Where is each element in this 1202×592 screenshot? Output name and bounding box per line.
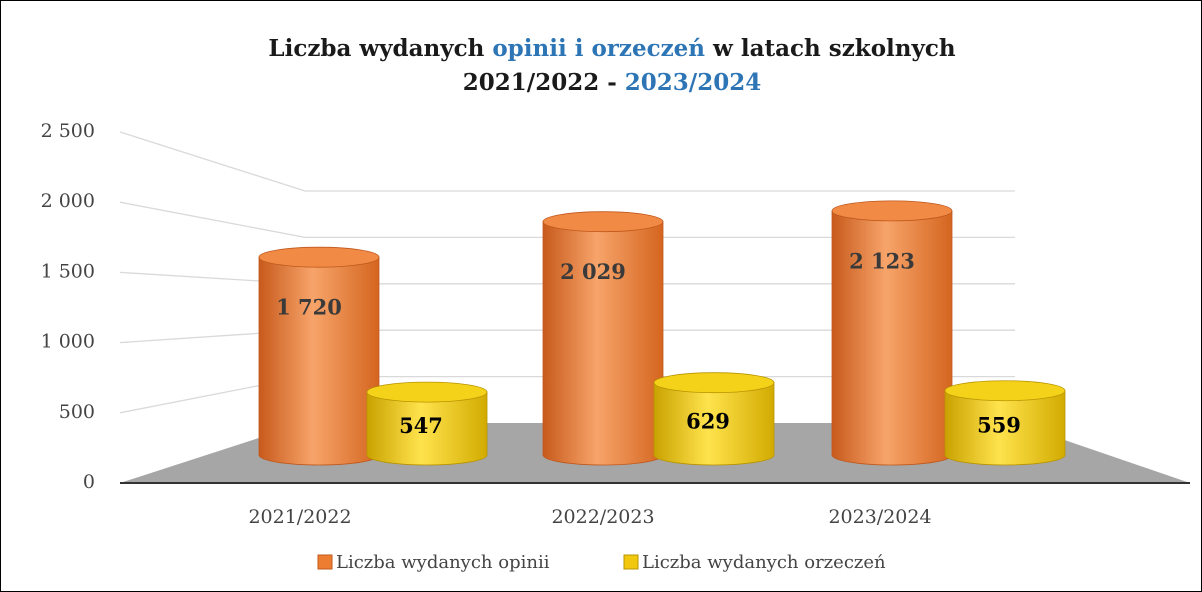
y-tick-label: 1 000 [41, 331, 95, 353]
x-tick-label: 2021/2022 [248, 506, 351, 528]
cylinder-top [653, 372, 775, 394]
data-label: 2 123 [849, 248, 915, 273]
cylinder-body [542, 221, 664, 466]
cylinder [653, 372, 775, 466]
title-part: Liczba wydanych [268, 35, 492, 62]
legend-swatch [623, 554, 639, 570]
cylinder-top [542, 211, 664, 233]
cylinder [944, 380, 1066, 466]
title-part: opinii i orzeczeń [492, 35, 705, 62]
cylinder-body [653, 382, 775, 466]
grid-line [119, 131, 1015, 192]
legend-label: Liczba wydanych opinii [336, 552, 550, 573]
cylinder [366, 381, 488, 466]
title-part: w latach szkolnych [705, 35, 956, 62]
legend-label: Liczba wydanych orzeczeń [642, 552, 886, 573]
cylinder-body [366, 391, 488, 466]
title-part: 2021/2022 - [463, 69, 625, 96]
cylinder-top [258, 246, 380, 268]
cylinder-top [831, 200, 953, 222]
legend-swatch [317, 554, 333, 570]
x-tick-label: 2023/2024 [828, 506, 931, 528]
y-tick-label: 1 500 [41, 260, 95, 282]
cylinder-body [258, 256, 380, 466]
data-label: 559 [977, 412, 1021, 437]
y-tick-label: 2 500 [41, 120, 95, 142]
cylinder-body [944, 390, 1066, 466]
cylinder-top [366, 381, 488, 403]
x-tick-label: 2022/2023 [551, 506, 654, 528]
title-part: 2023/2024 [625, 69, 761, 96]
data-label: 1 720 [276, 295, 342, 320]
y-tick-label: 500 [59, 401, 95, 423]
cylinder-top [944, 380, 1066, 402]
chart-title: Liczba wydanych opinii i orzeczeń w lata… [268, 35, 955, 96]
cylinder [258, 246, 380, 466]
grid-line [119, 201, 1015, 239]
cylinder [542, 211, 664, 466]
data-label: 629 [686, 408, 730, 433]
cylinder [831, 200, 953, 466]
data-label: 2 029 [560, 259, 626, 284]
data-label: 547 [399, 413, 443, 438]
y-tick-label: 2 000 [41, 190, 95, 212]
y-tick-label: 0 [83, 471, 95, 493]
